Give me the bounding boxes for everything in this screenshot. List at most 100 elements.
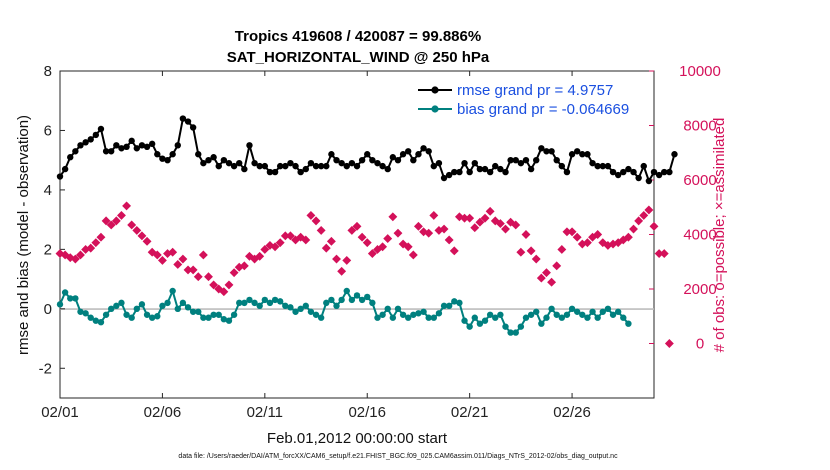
bias-point [282,302,289,310]
rmse-point [159,155,166,162]
rmse-point [92,131,100,139]
obs-count-point [76,250,85,260]
obs-count-point [511,220,521,230]
rmse-point [225,159,233,167]
bias-point [445,302,453,310]
rmse-point [358,156,366,164]
obs-count-point [536,273,546,283]
rmse-point [538,145,545,152]
obs-count-point [383,234,393,244]
rmse-point [645,177,653,185]
bias-point [118,299,125,307]
obs-count-point [70,254,80,264]
obs-count-point [347,225,357,235]
rmse-point [558,162,566,170]
rmse-point [466,168,473,176]
series-rmse [56,115,678,185]
y-left-tick-label: 8 [44,63,52,80]
bias-point [102,311,110,318]
obs-count-point [142,236,152,246]
obs-count-point [413,221,423,231]
bias-point [148,314,156,321]
obs-count-point [475,217,485,227]
bias-point [220,316,228,323]
obs-count-point [178,254,188,264]
obs-count-point [623,232,633,242]
bias-point [205,314,212,321]
bias-point [379,311,386,318]
bias-point [599,308,606,315]
rmse-point [184,118,192,125]
rmse-point [394,156,402,164]
obs-count-point [465,213,475,223]
obs-count-point [403,242,413,252]
obs-count-point [332,254,341,264]
y-axis-right-ticks: 0 2000 4000 6000 8000 10000 [649,63,721,353]
obs-count-point [547,277,557,287]
rmse-point [573,148,581,155]
rmse-point [148,140,156,148]
obs-count-point [378,242,388,252]
obs-count-point [209,280,219,290]
obs-count-point [285,231,295,241]
y-left-tick-label: 4 [44,182,52,199]
obs-count-point [106,220,116,230]
bias-point [374,314,381,321]
obs-count-point [219,287,229,297]
bias-point [333,302,340,310]
bias-point [61,289,69,296]
bias-point [169,287,176,295]
bias-point [625,320,632,327]
obs-count-point [593,230,603,239]
rmse-point [82,139,89,146]
bias-point [435,310,443,317]
rmse-point [481,165,489,173]
obs-count-point [188,265,198,275]
rmse-point [445,171,453,179]
bias-point [502,323,509,330]
rmse-point [625,165,632,173]
rmse-point [256,162,263,170]
rmse-point [614,171,622,179]
series-obs-assimilated [55,201,674,348]
rmse-point [246,142,253,149]
obs-count-point [96,232,106,242]
obs-count-point [224,280,234,290]
x-tick-label: 02/26 [553,404,591,421]
y-left-tick-label: 2 [44,241,52,258]
rmse-point [328,151,335,158]
rmse-point [220,156,228,164]
obs-count-point [198,250,208,260]
y-left-tick-label: 0 [44,301,52,318]
bias-point [481,317,489,324]
bias-point [461,317,468,324]
obs-count-point [485,206,495,216]
obs-count-point [521,230,531,239]
rmse-point [230,162,238,170]
obs-count-point [526,246,536,256]
legend-bias-marker [431,105,439,113]
obs-count-point [301,235,311,245]
rmse-point [522,156,530,164]
obs-count-point [311,216,321,226]
bias-point [113,302,120,310]
bias-point [67,295,74,302]
rmse-point [118,145,125,152]
rmse-point [128,137,135,145]
obs-count-point [531,254,541,264]
rmse-point [420,145,427,152]
bias-point [579,311,586,318]
bias-point [568,305,576,313]
rmse-point [640,162,647,170]
obs-count-point [542,268,551,278]
obs-count-point [101,216,111,226]
rmse-point [113,142,120,149]
rmse-point [589,159,596,167]
bias-point [522,314,530,321]
obs-count-point [316,225,326,235]
bias-point [92,317,100,324]
obs-count-point [639,210,649,220]
y-axis-right-label: # of obs: o=possible; ×=assimilated [711,118,728,353]
rmse-point [584,151,591,158]
